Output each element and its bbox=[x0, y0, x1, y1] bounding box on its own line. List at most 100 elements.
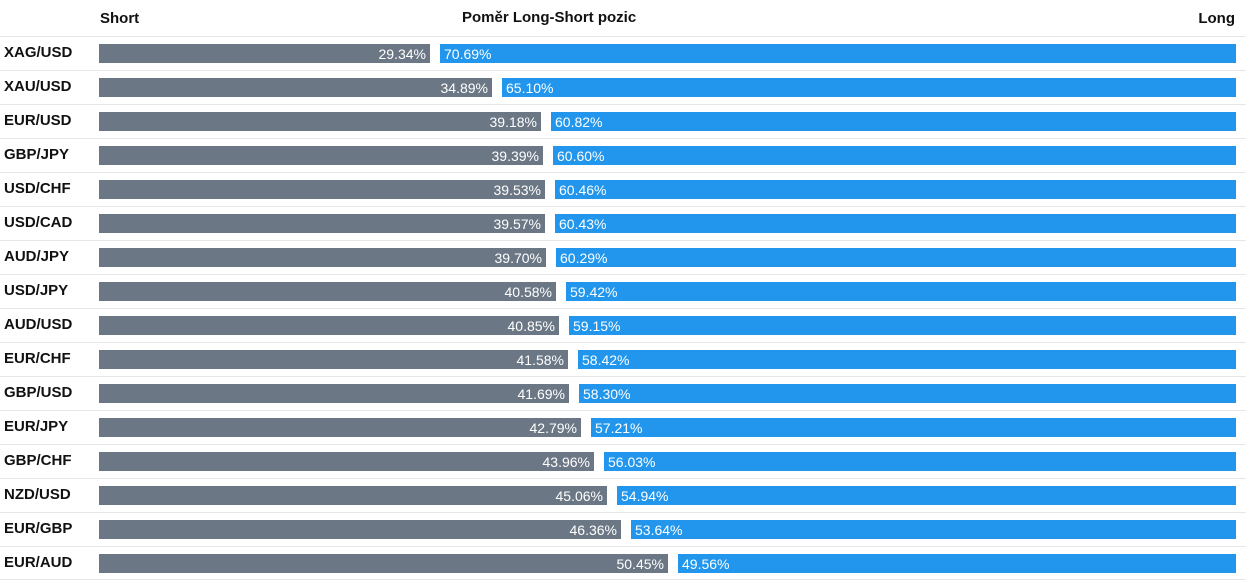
pair-row: EUR/CHF 41.58% 58.42% bbox=[0, 342, 1246, 376]
short-percent-label: 43.96% bbox=[542, 454, 590, 470]
long-percent-label: 56.03% bbox=[608, 454, 656, 470]
short-percent-label: 39.70% bbox=[494, 250, 542, 266]
pair-label: AUD/USD bbox=[4, 316, 73, 333]
short-percent-label: 39.18% bbox=[489, 114, 537, 130]
long-percent-label: 60.43% bbox=[559, 216, 607, 232]
short-percent-label: 39.53% bbox=[493, 182, 541, 198]
pair-row: EUR/GBP 46.36% 53.64% bbox=[0, 512, 1246, 546]
long-bar: 65.10% bbox=[502, 78, 1236, 97]
short-percent-label: 42.79% bbox=[529, 420, 577, 436]
short-bar: 40.58% bbox=[99, 282, 556, 301]
short-bar: 29.34% bbox=[99, 44, 430, 63]
long-percent-label: 60.29% bbox=[560, 250, 608, 266]
long-bar: 60.43% bbox=[555, 214, 1236, 233]
pair-label: USD/JPY bbox=[4, 282, 69, 299]
long-bar: 60.46% bbox=[555, 180, 1236, 199]
short-percent-label: 40.85% bbox=[507, 318, 555, 334]
pair-row: EUR/JPY 42.79% 57.21% bbox=[0, 410, 1246, 444]
long-percent-label: 58.42% bbox=[582, 352, 630, 368]
long-percent-label: 60.60% bbox=[557, 148, 605, 164]
short-bar: 46.36% bbox=[99, 520, 621, 539]
pair-label: USD/CHF bbox=[4, 180, 71, 197]
pair-row: GBP/USD 41.69% 58.30% bbox=[0, 376, 1246, 410]
short-bar: 39.57% bbox=[99, 214, 545, 233]
short-bar: 41.69% bbox=[99, 384, 569, 403]
pair-row: XAG/USD 29.34% 70.69% bbox=[0, 36, 1246, 70]
short-bar: 42.79% bbox=[99, 418, 581, 437]
long-percent-label: 65.10% bbox=[506, 80, 554, 96]
long-bar: 60.82% bbox=[551, 112, 1236, 131]
long-column-label: Long bbox=[1198, 10, 1235, 27]
long-percent-label: 49.56% bbox=[682, 556, 730, 572]
short-percent-label: 50.45% bbox=[616, 556, 664, 572]
short-percent-label: 41.69% bbox=[517, 386, 565, 402]
short-bar: 39.70% bbox=[99, 248, 546, 267]
long-percent-label: 60.82% bbox=[555, 114, 603, 130]
pair-label: EUR/GBP bbox=[4, 520, 73, 537]
long-percent-label: 70.69% bbox=[444, 46, 492, 62]
long-bar: 59.42% bbox=[566, 282, 1236, 301]
long-bar: 54.94% bbox=[617, 486, 1236, 505]
short-percent-label: 34.89% bbox=[440, 80, 488, 96]
short-bar: 40.85% bbox=[99, 316, 559, 335]
short-percent-label: 39.57% bbox=[493, 216, 541, 232]
short-bar: 39.53% bbox=[99, 180, 545, 199]
short-bar: 39.39% bbox=[99, 146, 543, 165]
long-bar: 60.60% bbox=[553, 146, 1236, 165]
pair-row: USD/CHF 39.53% 60.46% bbox=[0, 172, 1246, 206]
short-column-label: Short bbox=[100, 10, 140, 27]
pair-row: GBP/CHF 43.96% 56.03% bbox=[0, 444, 1246, 478]
long-percent-label: 57.21% bbox=[595, 420, 643, 436]
pair-label: GBP/JPY bbox=[4, 146, 70, 163]
pair-row: NZD/USD 45.06% 54.94% bbox=[0, 478, 1246, 512]
chart-header: Short Poměr Long-Short pozic Long bbox=[0, 0, 1250, 36]
pair-label: EUR/USD bbox=[4, 112, 72, 129]
long-bar: 59.15% bbox=[569, 316, 1236, 335]
long-bar: 49.56% bbox=[678, 554, 1236, 573]
short-bar: 43.96% bbox=[99, 452, 594, 471]
pair-label: NZD/USD bbox=[4, 486, 71, 503]
long-bar: 53.64% bbox=[631, 520, 1236, 539]
short-percent-label: 39.39% bbox=[491, 148, 539, 164]
short-bar: 34.89% bbox=[99, 78, 492, 97]
pair-row: GBP/JPY 39.39% 60.60% bbox=[0, 138, 1246, 172]
short-percent-label: 40.58% bbox=[504, 284, 552, 300]
short-bar: 39.18% bbox=[99, 112, 541, 131]
pair-row: AUD/USD 40.85% 59.15% bbox=[0, 308, 1246, 342]
long-percent-label: 59.42% bbox=[570, 284, 618, 300]
short-bar: 50.45% bbox=[99, 554, 668, 573]
long-percent-label: 53.64% bbox=[635, 522, 683, 538]
pair-row: XAU/USD 34.89% 65.10% bbox=[0, 70, 1246, 104]
pair-label: XAG/USD bbox=[4, 44, 73, 61]
pair-label: EUR/JPY bbox=[4, 418, 69, 435]
long-percent-label: 54.94% bbox=[621, 488, 669, 504]
pair-label: XAU/USD bbox=[4, 78, 72, 95]
chart-title: Poměr Long-Short pozic bbox=[462, 9, 637, 26]
pair-label: GBP/CHF bbox=[4, 452, 72, 469]
pair-row: EUR/AUD 50.45% 49.56% bbox=[0, 546, 1246, 580]
pair-label: EUR/AUD bbox=[4, 554, 73, 571]
pair-label: GBP/USD bbox=[4, 384, 73, 401]
pair-row: USD/JPY 40.58% 59.42% bbox=[0, 274, 1246, 308]
short-bar: 45.06% bbox=[99, 486, 607, 505]
pair-label: AUD/JPY bbox=[4, 248, 70, 265]
long-bar: 56.03% bbox=[604, 452, 1236, 471]
short-percent-label: 41.58% bbox=[516, 352, 564, 368]
pair-label: EUR/CHF bbox=[4, 350, 71, 367]
long-bar: 58.42% bbox=[578, 350, 1236, 369]
pair-row: EUR/USD 39.18% 60.82% bbox=[0, 104, 1246, 138]
long-bar: 58.30% bbox=[579, 384, 1236, 403]
long-percent-label: 58.30% bbox=[583, 386, 631, 402]
short-percent-label: 46.36% bbox=[569, 522, 617, 538]
short-percent-label: 29.34% bbox=[378, 46, 426, 62]
long-percent-label: 60.46% bbox=[559, 182, 607, 198]
short-percent-label: 45.06% bbox=[555, 488, 603, 504]
pair-label: USD/CAD bbox=[4, 214, 73, 231]
long-bar: 70.69% bbox=[440, 44, 1236, 63]
long-bar: 57.21% bbox=[591, 418, 1236, 437]
long-bar: 60.29% bbox=[556, 248, 1236, 267]
short-bar: 41.58% bbox=[99, 350, 568, 369]
pair-row: USD/CAD 39.57% 60.43% bbox=[0, 206, 1246, 240]
pair-row: AUD/JPY 39.70% 60.29% bbox=[0, 240, 1246, 274]
